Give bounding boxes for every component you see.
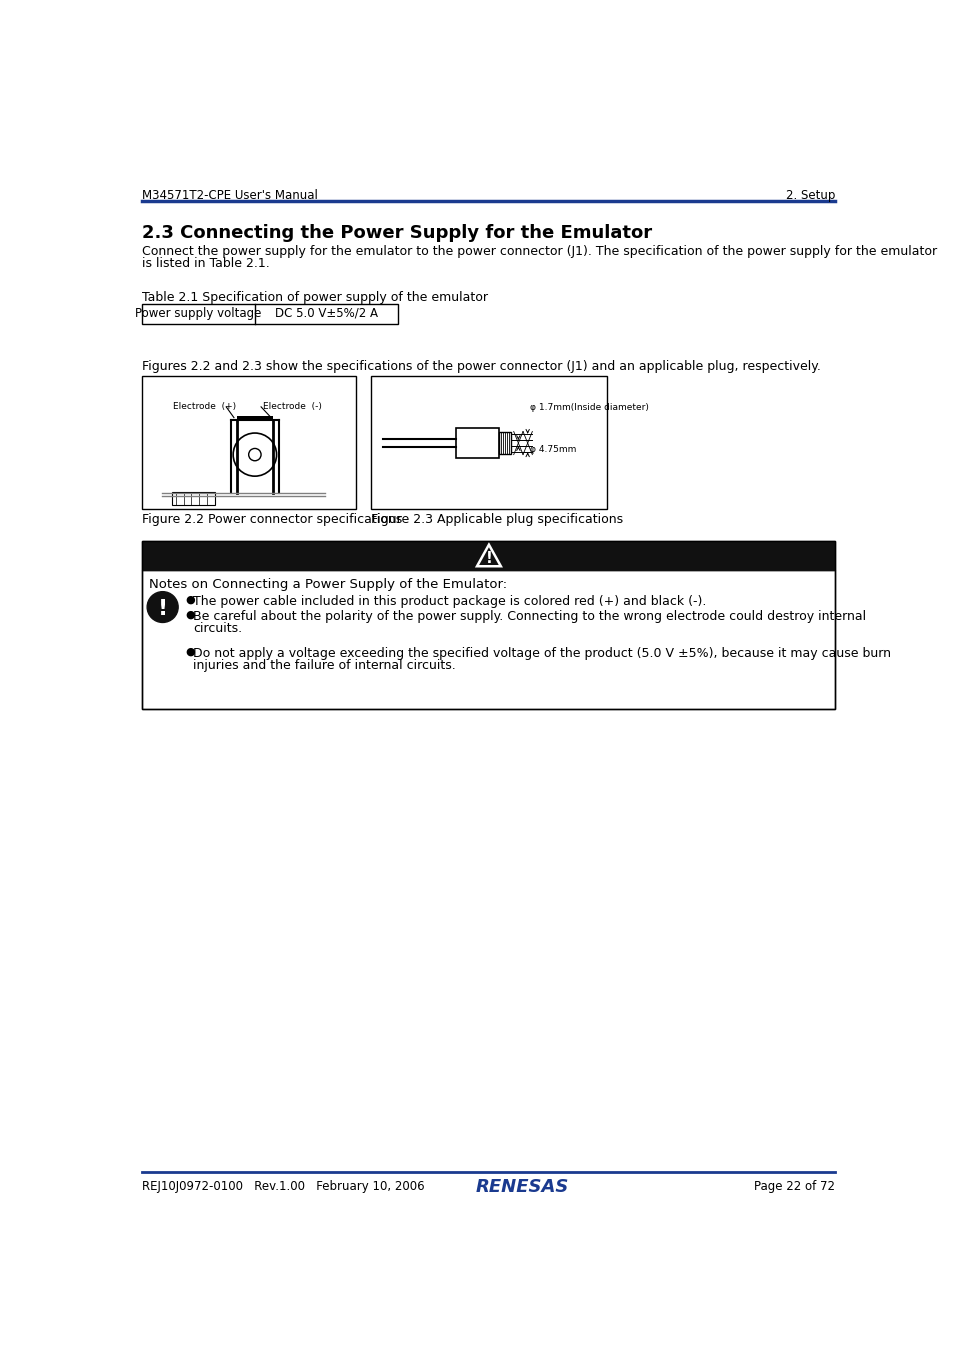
Text: Electrode  (+): Electrode (+): [173, 402, 236, 412]
Text: Be careful about the polarity of the power supply. Connecting to the wrong elect: Be careful about the polarity of the pow…: [193, 610, 865, 624]
Bar: [456, 428, 498, 459]
Text: Figure 2.2 Power connector specifications: Figure 2.2 Power connector specification…: [142, 513, 402, 526]
Bar: [142, 541, 835, 709]
Bar: [142, 541, 835, 570]
Circle shape: [147, 591, 178, 622]
Text: Do not apply a voltage exceeding the specified voltage of the product (5.0 V ±5%: Do not apply a voltage exceeding the spe…: [193, 647, 890, 660]
Bar: [172, 491, 214, 505]
Text: Electrode  (-): Electrode (-): [262, 402, 321, 412]
Text: M34571T2-CPE User's Manual: M34571T2-CPE User's Manual: [142, 189, 318, 202]
Text: Power supply voltage: Power supply voltage: [135, 306, 262, 320]
Bar: [142, 377, 355, 509]
Bar: [371, 377, 607, 509]
Text: φ 4.75mm: φ 4.75mm: [530, 446, 576, 455]
Text: !: !: [485, 551, 492, 566]
Text: DC 5.0 V±5%/2 A: DC 5.0 V±5%/2 A: [274, 306, 377, 320]
Text: φ 1.7mm(Inside diameter): φ 1.7mm(Inside diameter): [530, 404, 648, 412]
Bar: [236, 416, 273, 420]
Text: ●: ●: [185, 610, 194, 620]
Text: The power cable included in this product package is colored red (+) and black (-: The power cable included in this product…: [193, 595, 705, 608]
Text: Figure 2.3 Applicable plug specifications: Figure 2.3 Applicable plug specification…: [371, 513, 622, 526]
Bar: [142, 305, 397, 324]
Text: 2.3 Connecting the Power Supply for the Emulator: 2.3 Connecting the Power Supply for the …: [142, 224, 652, 242]
Text: Table 2.1 Specification of power supply of the emulator: Table 2.1 Specification of power supply …: [142, 292, 488, 304]
Text: is listed in Table 2.1.: is listed in Table 2.1.: [142, 258, 270, 270]
Text: ●: ●: [185, 647, 194, 657]
Text: ●: ●: [185, 595, 194, 605]
Bar: [142, 570, 835, 709]
Text: Connect the power supply for the emulator to the power connector (J1). The speci: Connect the power supply for the emulato…: [142, 246, 937, 258]
Bar: [498, 432, 510, 454]
Text: 2. Setup: 2. Setup: [785, 189, 835, 202]
Text: circuits.: circuits.: [193, 622, 242, 636]
Text: RENESAS: RENESAS: [476, 1179, 569, 1196]
Text: Notes on Connecting a Power Supply of the Emulator:: Notes on Connecting a Power Supply of th…: [149, 578, 506, 591]
Text: REJ10J0972-0100   Rev.1.00   February 10, 2006: REJ10J0972-0100 Rev.1.00 February 10, 20…: [142, 1180, 425, 1193]
Text: Figures 2.2 and 2.3 show the specifications of the power connector (J1) and an a: Figures 2.2 and 2.3 show the specificati…: [142, 360, 821, 373]
Text: injuries and the failure of internal circuits.: injuries and the failure of internal cir…: [193, 659, 456, 672]
Text: !: !: [157, 598, 168, 618]
Text: Page 22 of 72: Page 22 of 72: [754, 1180, 835, 1193]
